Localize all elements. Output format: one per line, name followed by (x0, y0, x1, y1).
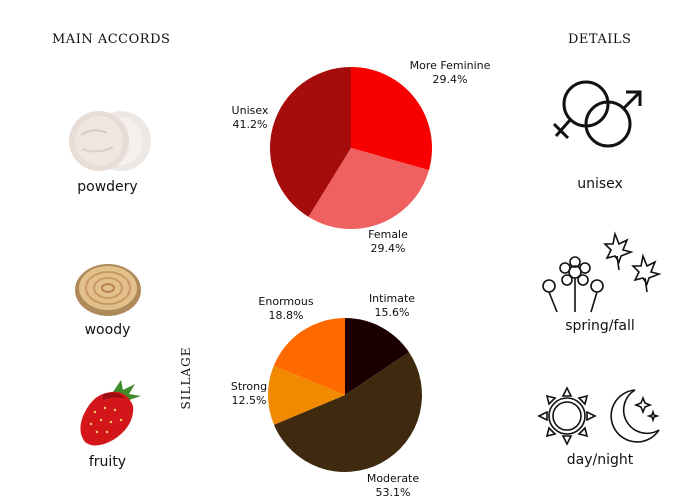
slice-percent-label: 12.5% (232, 394, 267, 407)
details-header: DETAILS (568, 32, 632, 47)
slice-category-label: Moderate (367, 472, 420, 485)
flowers-leaves-icon (542, 231, 662, 313)
detail-label: day/night (566, 452, 634, 468)
slice-category-label: Strong (231, 380, 267, 393)
accord-powdery: powdery (40, 105, 175, 195)
pie-slice-intimate (345, 318, 409, 395)
slice-category-label: More Feminine (410, 59, 491, 72)
slice-category-label: Female (368, 228, 408, 241)
slice-category-label: Intimate (369, 292, 415, 305)
slice-category-label: Unisex (232, 104, 269, 117)
slice-percent-label: 15.6% (375, 306, 410, 319)
accord-fruity: fruity (40, 378, 175, 470)
slice-percent-label: 53.1% (376, 486, 411, 499)
sun-moon-icon (537, 386, 660, 446)
pie-slice-unisex (270, 67, 351, 217)
pie-slice-strong (267, 365, 345, 425)
accord-label: woody (84, 322, 131, 338)
slice-percent-label: 41.2% (233, 118, 268, 131)
slice-category-label: Enormous (258, 295, 313, 308)
slice-percent-label: 29.4% (371, 242, 406, 255)
strawberry-icon (79, 380, 141, 446)
powder-icon (68, 111, 151, 171)
pie-slice-moderate (273, 352, 422, 473)
pie-slice-female (308, 148, 429, 229)
main-accords-header: MAIN ACCORDS (52, 32, 171, 47)
detail-label: spring/fall (565, 318, 635, 334)
detail-time: day/night (520, 384, 680, 468)
slice-percent-label: 18.8% (269, 309, 304, 322)
wood-slice-icon (74, 264, 141, 316)
detail-gender: unisex (520, 74, 680, 192)
detail-label: unisex (577, 176, 623, 192)
accord-woody: woody (40, 258, 175, 338)
gender-symbols-icon (552, 80, 642, 148)
sillage-title: SILLAGE (179, 346, 193, 410)
accord-label: powdery (77, 179, 138, 195)
pie-slice-enormous (273, 318, 345, 395)
pie-slice-more-feminine (351, 67, 432, 171)
accord-label: fruity (88, 454, 127, 470)
detail-season: spring/fall (520, 226, 680, 334)
slice-percent-label: 29.4% (433, 73, 468, 86)
